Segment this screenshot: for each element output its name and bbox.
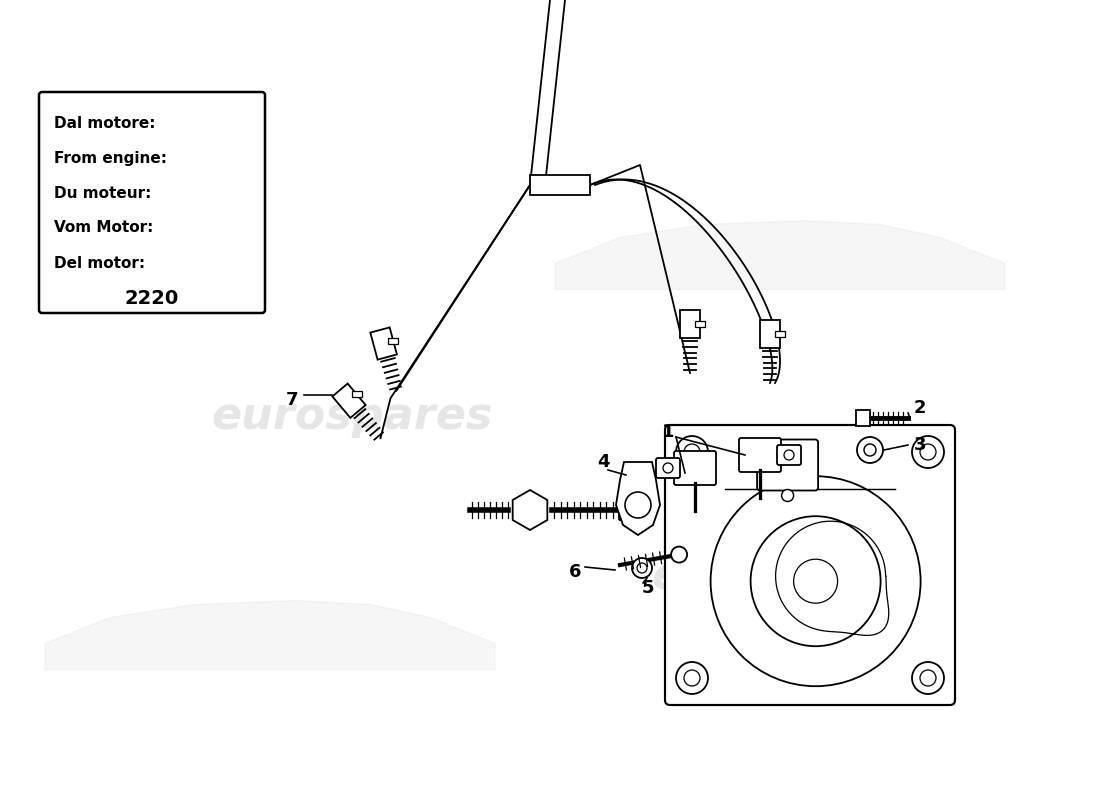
Text: 1: 1 [662, 423, 674, 441]
Polygon shape [371, 327, 397, 360]
Circle shape [793, 559, 837, 603]
Circle shape [676, 436, 708, 468]
Text: Del motor:: Del motor: [54, 255, 145, 270]
Bar [388, 338, 398, 344]
Text: eurospares: eurospares [211, 394, 493, 438]
Circle shape [663, 463, 673, 473]
Text: eurospares: eurospares [651, 554, 933, 598]
Bar [695, 321, 705, 327]
Circle shape [637, 563, 647, 573]
Circle shape [637, 501, 654, 519]
Circle shape [625, 492, 651, 518]
Bar [776, 331, 785, 337]
Text: 2220: 2220 [125, 289, 179, 307]
Text: Vom Motor:: Vom Motor: [54, 221, 153, 235]
FancyBboxPatch shape [666, 425, 955, 705]
Text: From engine:: From engine: [54, 150, 167, 166]
Circle shape [671, 546, 688, 562]
Text: 2: 2 [914, 399, 926, 417]
FancyBboxPatch shape [674, 451, 716, 485]
Circle shape [782, 490, 793, 502]
Text: Du moteur:: Du moteur: [54, 186, 152, 201]
FancyBboxPatch shape [619, 500, 639, 520]
FancyBboxPatch shape [739, 438, 781, 472]
Circle shape [920, 670, 936, 686]
Polygon shape [556, 221, 1005, 290]
Circle shape [711, 476, 921, 686]
FancyBboxPatch shape [656, 458, 680, 478]
Circle shape [920, 444, 936, 460]
Polygon shape [680, 310, 700, 338]
Circle shape [676, 662, 708, 694]
Text: 7: 7 [286, 391, 298, 409]
Circle shape [784, 450, 794, 460]
Text: Dal motore:: Dal motore: [54, 115, 155, 130]
Text: 6: 6 [569, 563, 581, 581]
FancyBboxPatch shape [757, 439, 818, 490]
Polygon shape [332, 383, 365, 418]
FancyBboxPatch shape [777, 445, 801, 465]
Circle shape [912, 436, 944, 468]
Polygon shape [760, 320, 780, 348]
Circle shape [912, 662, 944, 694]
Text: 4: 4 [596, 453, 609, 471]
Circle shape [684, 444, 700, 460]
Circle shape [684, 670, 700, 686]
Circle shape [857, 437, 883, 463]
Bar [352, 391, 362, 398]
FancyBboxPatch shape [856, 410, 870, 426]
Polygon shape [45, 601, 495, 670]
Polygon shape [616, 462, 660, 535]
Text: 3: 3 [914, 436, 926, 454]
FancyBboxPatch shape [39, 92, 265, 313]
Text: 5: 5 [641, 579, 654, 597]
Bar [530, 175, 590, 195]
Circle shape [864, 444, 876, 456]
Circle shape [750, 516, 881, 646]
Circle shape [632, 558, 652, 578]
Polygon shape [513, 490, 548, 530]
